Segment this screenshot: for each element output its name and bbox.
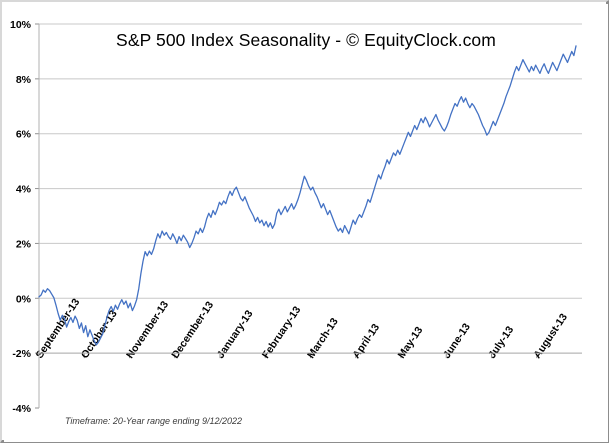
data-series-line	[38, 45, 577, 346]
x-axis-tick-label: March-13	[305, 316, 341, 361]
x-axis-tick-label: July-13	[486, 324, 516, 361]
x-axis-tick-label: December-13	[169, 299, 216, 361]
x-axis-tick-label: September-13	[34, 296, 83, 360]
y-axis-tick-label: -2%	[12, 348, 31, 360]
chart-canvas: -4% -2% 0% 2% 4% 6% 8% 10% September-13 October-…	[4, 4, 608, 442]
y-axis-tick-label: 8%	[16, 74, 32, 86]
y-axis-tick-label: 6%	[16, 129, 32, 141]
y-axis-labels-group: -4% -2% 0% 2% 4% 6% 8% 10%	[10, 19, 32, 415]
x-axis-tick-label: May-13	[396, 324, 426, 360]
gridlines-group	[39, 23, 582, 354]
y-axis-tick-label: -4%	[12, 403, 31, 415]
x-axis-tick-label: June-13	[441, 321, 473, 361]
chart-title: S&P 500 Index Seasonality - © EquityCloc…	[116, 30, 496, 50]
y-axis-tick-label: 4%	[16, 184, 32, 196]
x-axis-tick-label: April-13	[350, 322, 382, 361]
y-axis-tick-label: 2%	[16, 238, 32, 250]
y-axis-tick-label: 10%	[10, 19, 32, 31]
chart-footnote: Timeframe: 20-Year range ending 9/12/202…	[65, 416, 243, 426]
seasonality-line-chart: -4% -2% 0% 2% 4% 6% 8% 10% September-13October-…	[10, 19, 582, 415]
x-axis-tick-label: February-13	[260, 304, 304, 361]
x-axis-ticks-group	[38, 353, 538, 359]
y-axis-ticks-group	[35, 23, 39, 409]
y-axis-tick-label: 0%	[16, 293, 32, 305]
